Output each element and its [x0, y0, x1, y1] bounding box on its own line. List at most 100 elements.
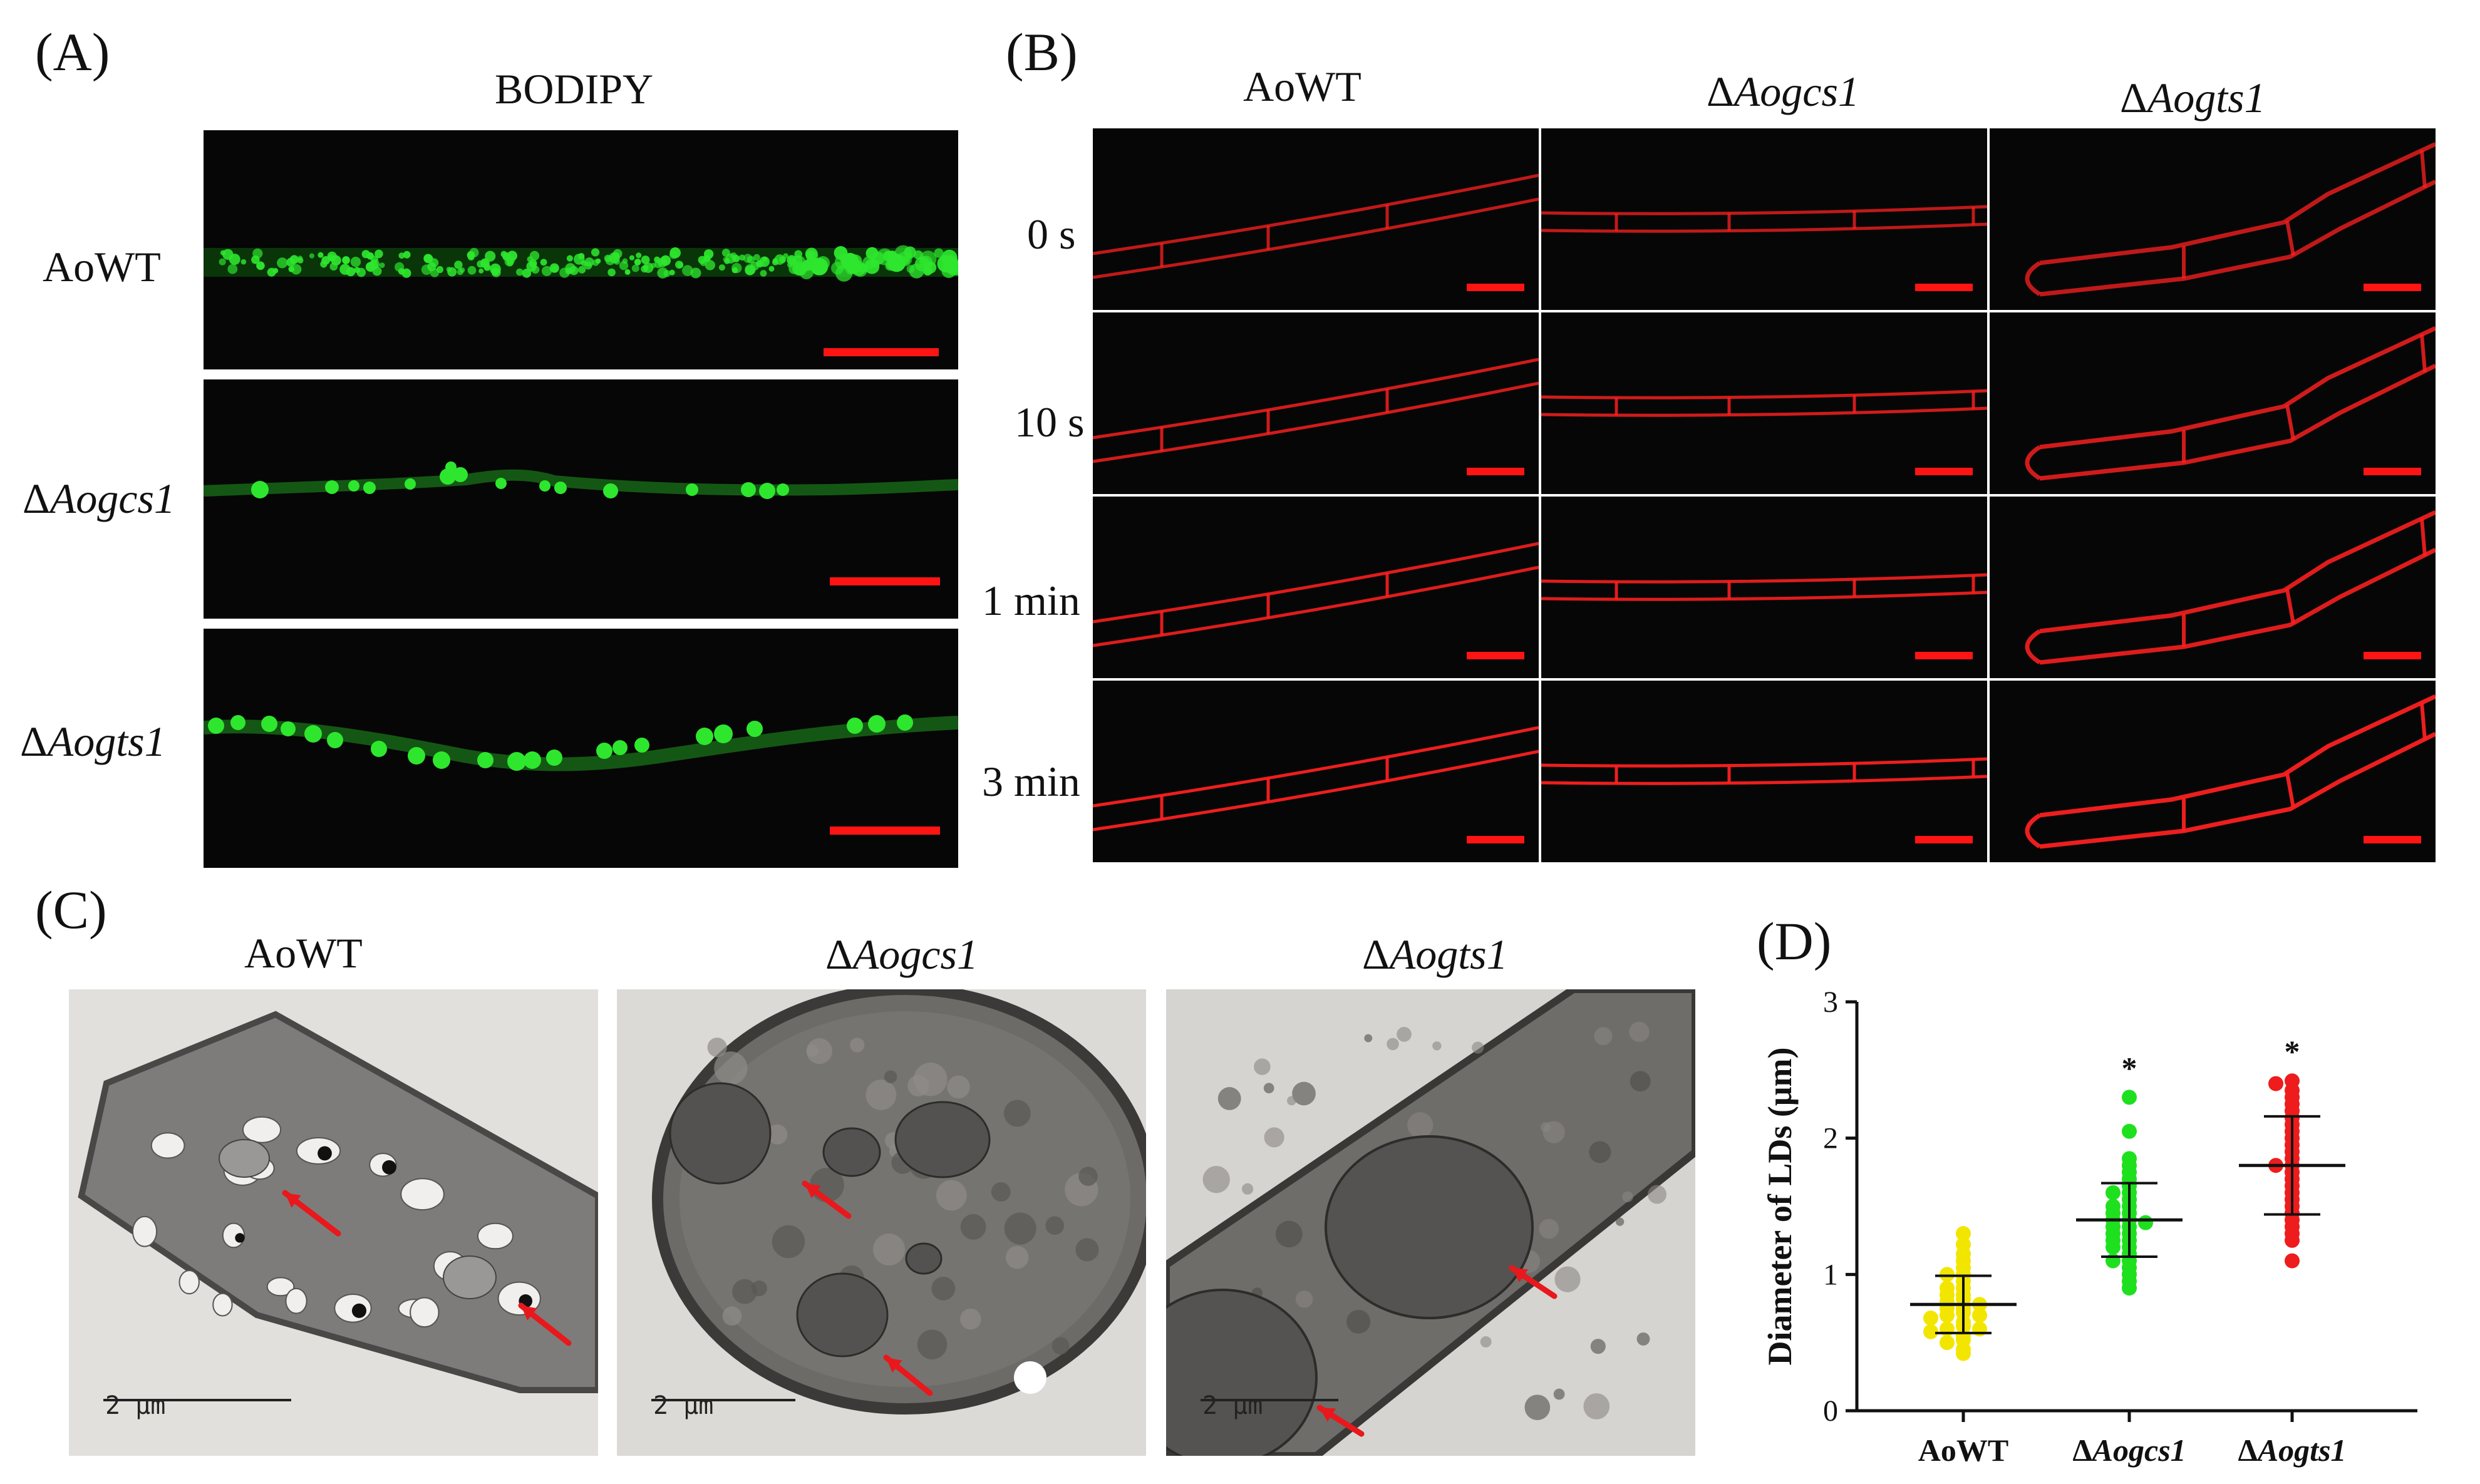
- lipid-droplet: [714, 724, 733, 743]
- cell-wall: [1541, 590, 1987, 601]
- lipid-droplet: [690, 267, 701, 279]
- lipid-droplet: [401, 268, 411, 278]
- series-1: [1910, 1226, 2017, 1361]
- lipid-droplet: [366, 252, 374, 260]
- lipid-droplet: [277, 257, 288, 269]
- hypha: [204, 469, 958, 497]
- lipid-droplet: [327, 732, 343, 748]
- lipid-droplet: [342, 256, 350, 264]
- vesicle: [400, 1178, 445, 1211]
- lipid-droplet: [641, 255, 650, 264]
- scale-bar: [830, 577, 940, 585]
- panel-c-col-label-1: AoWT: [244, 929, 363, 977]
- lipid-droplet: [631, 264, 639, 272]
- tem-image-aowt: 2 μm: [69, 989, 598, 1456]
- panel-c-col-label-3: ΔAogts1: [1362, 930, 1508, 978]
- lipid-droplet: [914, 250, 923, 260]
- membrane-image-r4-c2: [1541, 681, 1987, 862]
- hyphal-tip: [2025, 813, 2041, 848]
- red-arrow: [883, 1354, 933, 1396]
- cell-wall: [2039, 547, 2436, 665]
- time-label-0s: 0 s: [1027, 210, 1076, 258]
- membrane-image-r3-c2: [1541, 497, 1987, 678]
- cell-wall: [1541, 573, 1987, 584]
- lipid-droplet: [793, 255, 803, 264]
- lipid-droplet: [219, 1139, 270, 1178]
- lipid-droplet: [669, 250, 678, 259]
- scale-bar: [824, 348, 939, 356]
- lipid-droplet: [703, 249, 714, 259]
- lipid-droplet: [379, 262, 385, 268]
- tem-image-aogts1: 2 μm: [1166, 989, 1695, 1456]
- cell-wall: [2039, 363, 2436, 481]
- lipid-droplet: [542, 265, 552, 276]
- lipid-droplet: [887, 254, 906, 272]
- ld-diameter-scatter-chart: 0 1 2 3 Diameter of LDs (μm) AoWT * ΔAogcs1 * ΔAo…: [1761, 986, 2417, 1468]
- lipid-droplet: [864, 259, 880, 274]
- tem-scale-bar: [1201, 1399, 1338, 1401]
- lipid-droplet: [584, 257, 594, 267]
- data-point: [2285, 1253, 2300, 1269]
- lipid-droplet: [718, 264, 725, 271]
- data-point: [2105, 1239, 2121, 1255]
- panel-label-a: (A): [35, 22, 110, 82]
- lipid-droplet: [905, 1242, 943, 1275]
- lipid-droplet: [405, 478, 416, 490]
- lipid-droplet: [403, 250, 411, 259]
- data-point: [1940, 1307, 1955, 1323]
- lipid-droplet: [796, 1272, 889, 1358]
- panel-b-col-label-1: AoWT: [1243, 63, 1361, 110]
- y-tick-label: 2: [1823, 1122, 1838, 1155]
- lipid-droplet: [747, 255, 755, 264]
- lipid-droplet: [762, 256, 768, 262]
- tem-scale-bar: [103, 1399, 291, 1401]
- y-tick-label: 1: [1823, 1258, 1838, 1291]
- vesicle: [132, 1215, 158, 1247]
- lipid-droplet: [325, 480, 339, 494]
- cell-wall: [2039, 179, 2436, 297]
- lipid-droplet: [865, 247, 879, 260]
- lipid-droplet: [934, 248, 944, 258]
- cell-wall: [2039, 510, 2436, 634]
- lipid-droplet: [698, 255, 706, 264]
- red-arrow: [518, 1302, 572, 1346]
- fm4-64-time-series-grid: [1093, 128, 2446, 870]
- lipid-droplet: [363, 482, 376, 494]
- data-point: [1940, 1335, 1955, 1351]
- tem-scale-label: 2 μm: [1202, 1391, 1263, 1420]
- lipid-droplet: [453, 467, 468, 482]
- lipid-droplet: [219, 258, 226, 265]
- lipid-droplet: [739, 254, 745, 261]
- scale-bar: [1915, 284, 1973, 291]
- lipid-droplet: [288, 266, 295, 272]
- lipid-droplet: [447, 267, 457, 277]
- vesicle: [178, 1270, 200, 1295]
- x-category-label: ΔAogts1: [2238, 1433, 2346, 1468]
- membrane-image-r1-c1: [1093, 128, 1539, 310]
- lipid-droplet: [723, 257, 729, 262]
- electron-dense-body: [382, 1160, 396, 1175]
- lipid-droplet: [529, 250, 540, 261]
- scale-bar: [1467, 284, 1524, 291]
- data-point: [2122, 1280, 2137, 1296]
- membrane-image-r3-c3: [1990, 497, 2436, 678]
- panel-a-title: BODIPY: [495, 65, 654, 113]
- cell-wall: [2039, 326, 2436, 450]
- lipid-droplet: [622, 258, 628, 264]
- lipid-droplet: [822, 1127, 881, 1177]
- scale-bar: [1915, 652, 1973, 659]
- lipid-droplet: [467, 265, 477, 275]
- septum: [2420, 702, 2427, 741]
- lipid-droplet: [760, 270, 767, 277]
- lipid-droplet: [539, 480, 550, 492]
- lipid-droplet: [522, 269, 532, 278]
- lipid-droplet: [747, 721, 763, 737]
- vesicle: [266, 1277, 295, 1297]
- lipid-droplet: [524, 751, 541, 769]
- lipid-droplet: [923, 266, 933, 276]
- lipid-droplet: [329, 262, 338, 271]
- lipid-droplet: [657, 267, 668, 279]
- septum: [2420, 518, 2427, 557]
- lipid-droplet: [596, 743, 612, 759]
- data-point: [1972, 1307, 1987, 1323]
